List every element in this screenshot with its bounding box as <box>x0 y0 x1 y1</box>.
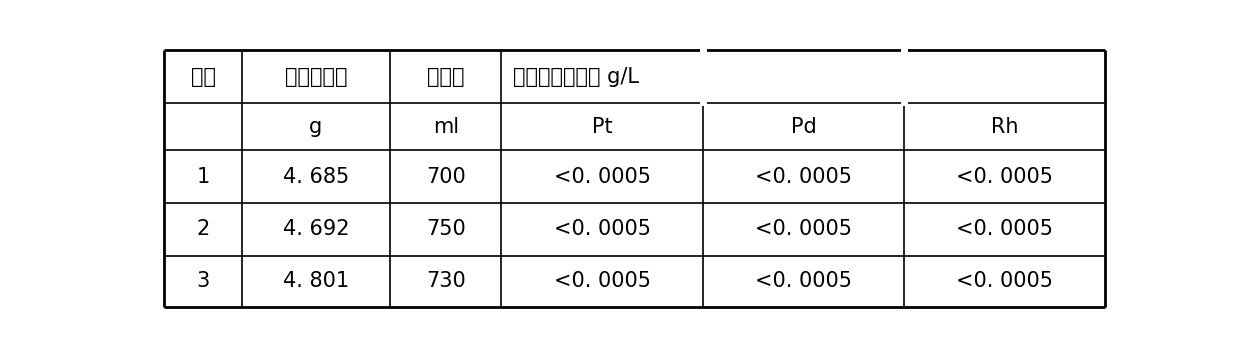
Text: 2: 2 <box>197 219 209 239</box>
Text: <0. 0005: <0. 0005 <box>755 271 852 291</box>
Text: <0. 0005: <0. 0005 <box>755 167 852 187</box>
Text: 1: 1 <box>197 167 209 187</box>
Text: Pt: Pt <box>592 117 612 137</box>
Text: <0. 0005: <0. 0005 <box>554 271 650 291</box>
Text: <0. 0005: <0. 0005 <box>957 219 1053 239</box>
Text: 730: 730 <box>426 271 466 291</box>
Text: <0. 0005: <0. 0005 <box>957 167 1053 187</box>
Text: 液中贵金属含量 g/L: 液中贵金属含量 g/L <box>513 67 639 87</box>
Text: g: g <box>310 117 322 137</box>
Text: <0. 0005: <0. 0005 <box>957 271 1053 291</box>
Text: 700: 700 <box>426 167 466 187</box>
Text: Rh: Rh <box>991 117 1018 137</box>
Text: 3: 3 <box>197 271 209 291</box>
Text: 4. 692: 4. 692 <box>282 219 349 239</box>
Text: 750: 750 <box>426 219 466 239</box>
Text: <0. 0005: <0. 0005 <box>554 219 650 239</box>
Text: 4. 685: 4. 685 <box>282 167 349 187</box>
Text: <0. 0005: <0. 0005 <box>755 219 852 239</box>
Text: 序号: 序号 <box>191 67 216 87</box>
Text: <0. 0005: <0. 0005 <box>554 167 650 187</box>
Text: 4. 801: 4. 801 <box>282 271 349 291</box>
Text: 贵金属精矿: 贵金属精矿 <box>285 67 347 87</box>
Text: 浸出液: 浸出液 <box>427 67 465 87</box>
Text: Pd: Pd <box>790 117 817 137</box>
Text: ml: ml <box>432 117 458 137</box>
